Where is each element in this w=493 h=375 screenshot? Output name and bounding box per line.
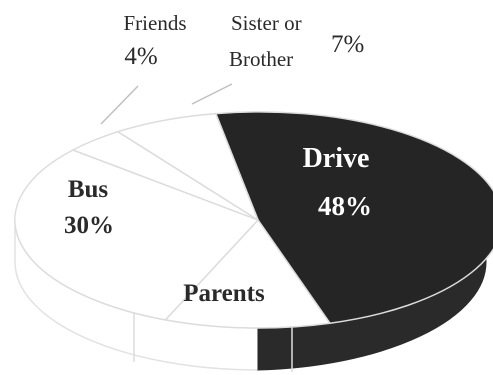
pie-slice-bus bbox=[14, 149, 260, 321]
pie-slice-parents bbox=[163, 218, 332, 329]
sibling-leader-line bbox=[191, 83, 233, 105]
pie-slice-drive bbox=[214, 111, 493, 325]
slice-label-drive: Drive bbox=[303, 143, 370, 174]
pie-slice-sibling bbox=[116, 112, 260, 222]
slice-value-bus: 30% bbox=[64, 212, 114, 239]
slice-label-sibling: Sister or bbox=[231, 11, 302, 35]
slice-label-sibling-line2: Brother bbox=[229, 47, 293, 71]
slice-value-sibling: 7% bbox=[331, 31, 364, 58]
slice-label-parents: Parents bbox=[183, 280, 265, 307]
slice-label-bus: Bus bbox=[68, 176, 109, 203]
slice-value-drive: 48% bbox=[318, 191, 372, 221]
slice-label-friends: Friends bbox=[124, 11, 187, 35]
friends-leader-line bbox=[100, 85, 139, 125]
slice-value-friends: 4% bbox=[124, 43, 157, 70]
